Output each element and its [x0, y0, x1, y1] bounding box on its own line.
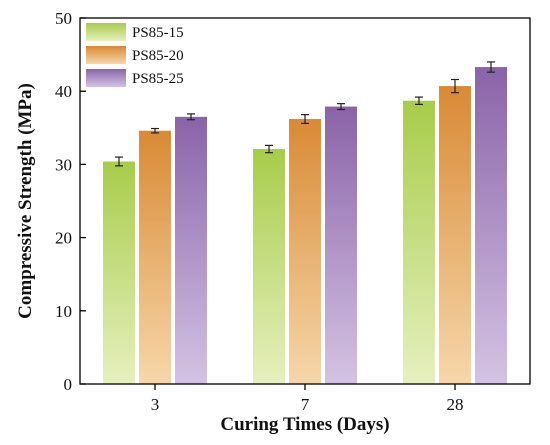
legend-swatch: [86, 46, 126, 64]
legend-item-ps85-20: PS85-20: [86, 46, 184, 64]
y-axis-title: Compressive Strength (MPa): [15, 83, 36, 319]
y-tick-label: 50: [55, 9, 72, 28]
error-bar-ps85-20-day-3: [151, 127, 159, 134]
legend: PS85-15 PS85-20 PS85-25: [86, 23, 184, 87]
x-tick-label: 28: [447, 395, 464, 414]
y-tick-label: 0: [64, 375, 73, 394]
bar-ps85-15-day-7: [253, 149, 285, 384]
error-bar-ps85-20-day-7: [301, 114, 309, 125]
bar-ps85-15-day-28: [403, 100, 435, 384]
y-tick-label: 40: [55, 82, 72, 101]
error-bars-layer: [115, 61, 495, 167]
bar-ps85-25-day-7: [325, 106, 357, 385]
legend-swatch: [86, 23, 126, 41]
bar-ps85-20-day-28: [439, 86, 471, 385]
legend-swatch: [86, 69, 126, 87]
legend-item-ps85-15: PS85-15: [86, 23, 184, 41]
legend-label: PS85-25: [132, 71, 184, 87]
bars-layer: [103, 67, 507, 385]
bar-ps85-15-day-3: [103, 161, 135, 384]
y-axis: 0 10 20 30 40 50: [55, 9, 86, 394]
x-axis-title: Curing Times (Days): [220, 414, 389, 435]
y-tick-label: 20: [55, 229, 72, 248]
y-tick-label: 10: [55, 302, 72, 321]
bar-ps85-25-day-3: [175, 116, 207, 384]
bar-ps85-25-day-28: [475, 67, 507, 384]
bar-ps85-20-day-7: [289, 119, 321, 385]
bar-ps85-20-day-3: [139, 130, 171, 384]
error-bar-ps85-20-day-28: [451, 78, 459, 94]
legend-item-ps85-25: PS85-25: [86, 69, 184, 87]
error-bar-ps85-25-day-7: [337, 103, 345, 111]
error-bar-ps85-25-day-3: [187, 113, 195, 121]
error-bar-ps85-25-day-28: [487, 61, 495, 73]
error-bar-ps85-15-day-7: [265, 144, 273, 154]
x-tick-label: 3: [151, 395, 160, 414]
y-tick-label: 30: [55, 155, 72, 174]
error-bar-ps85-15-day-3: [115, 156, 123, 167]
x-tick-label: 7: [301, 395, 310, 414]
legend-label: PS85-20: [132, 48, 184, 64]
x-axis: 3 7 28: [151, 384, 464, 414]
legend-label: PS85-15: [132, 25, 184, 41]
error-bar-ps85-15-day-28: [415, 96, 423, 105]
